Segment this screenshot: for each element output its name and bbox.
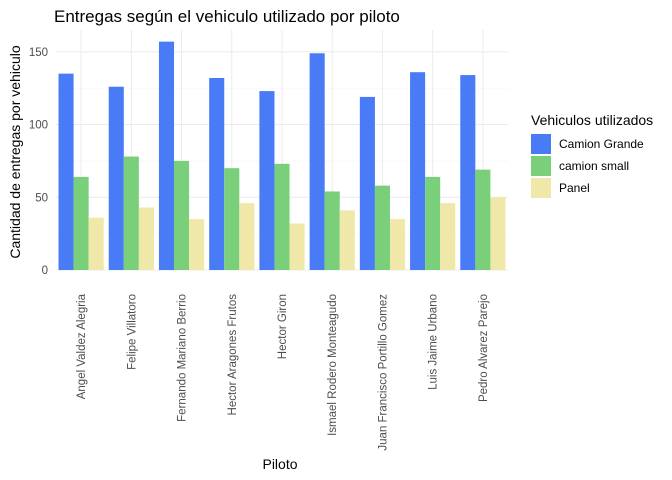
x-tick-label: Luis Jaime Urbano (428, 294, 440, 390)
bar (158, 41, 175, 270)
bar (259, 91, 275, 270)
legend-swatch (531, 156, 551, 176)
x-tick-label: Hector Giron (277, 294, 289, 359)
legend-items: Camion Grande camion small Panel (531, 134, 644, 198)
legend-label: Camion Grande (559, 137, 644, 151)
x-axis-ticks: Angel Valdez Alegria Felipe Villatoro Fern… (76, 293, 490, 450)
bar (460, 75, 476, 270)
x-axis-title: Piloto (262, 456, 297, 472)
x-tick-label: Ismael Rodero Monteagudo (327, 294, 339, 436)
legend-label: camion small (559, 159, 629, 173)
legend: Vehiculos utilizados Camion Grande camion… (531, 112, 653, 198)
y-tick-label: 100 (29, 120, 48, 132)
bar (138, 207, 154, 270)
legend-label: Panel (559, 181, 590, 195)
chart-title: Entregas según el vehiculo utilizado por… (54, 7, 400, 26)
bar (123, 156, 139, 270)
bar (490, 197, 506, 270)
bar (410, 72, 426, 270)
y-axis-title: Cantidad de entregas por vehiculo (7, 45, 23, 258)
y-tick-label: 50 (35, 192, 48, 204)
legend-swatch (531, 178, 551, 198)
bar (374, 185, 390, 270)
y-axis-ticks: 0 50 100 150 (29, 47, 48, 277)
bars (58, 41, 506, 271)
legend-swatch (531, 134, 551, 154)
bar (359, 96, 375, 270)
bar (108, 86, 124, 271)
bar (440, 203, 456, 270)
x-tick-label: Pedro Alvarez Parejo (478, 294, 490, 402)
x-tick-label: Felipe Villatoro (126, 294, 138, 370)
bar (475, 169, 491, 270)
y-tick-label: 0 (42, 265, 48, 277)
x-tick-label: Fernando Mariano Berrio (177, 294, 189, 422)
bar (189, 219, 205, 270)
bar (289, 223, 305, 270)
legend-title: Vehiculos utilizados (531, 112, 653, 128)
x-tick-label: Hector Aragones Frutos (227, 294, 239, 416)
x-tick-label: Juan Francisco Portillo Gomez (377, 294, 389, 451)
bar (425, 176, 441, 270)
bar (58, 73, 74, 271)
bar (324, 191, 340, 270)
bar (73, 176, 89, 270)
bar (309, 53, 325, 270)
bar (174, 160, 190, 270)
bar (239, 203, 255, 270)
x-tick-label: Angel Valdez Alegria (76, 293, 88, 399)
bar (88, 217, 104, 270)
bar (224, 168, 240, 270)
bar (389, 219, 406, 270)
bar (274, 163, 290, 270)
y-tick-label: 150 (29, 47, 48, 59)
bar (209, 78, 225, 270)
bar (339, 210, 355, 270)
